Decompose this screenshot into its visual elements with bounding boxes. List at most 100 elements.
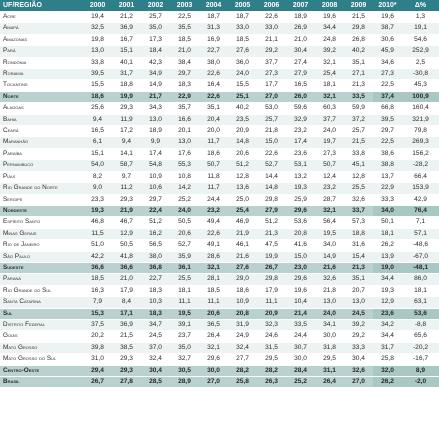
value-cell: 50,7 [315, 159, 344, 172]
delta-cell: 57,1 [402, 228, 439, 241]
value-cell: 16,7 [112, 34, 141, 47]
value-cell: 57,3 [344, 216, 373, 229]
value-cell: 14,9 [141, 79, 170, 92]
header-year: 2006 [257, 0, 286, 12]
value-cell: 20,1 [170, 125, 199, 138]
delta-cell: 54,6 [402, 34, 439, 47]
value-cell: 29,3 [112, 102, 141, 115]
delta-cell: 63,1 [402, 296, 439, 309]
value-cell: 30,0 [199, 365, 228, 378]
row-label: Nordeste [0, 205, 83, 218]
value-cell: 39,1 [170, 319, 199, 332]
value-cell: 18,9 [286, 11, 315, 24]
value-cell: 32,1 [315, 91, 344, 104]
value-cell: 46,7 [112, 216, 141, 229]
value-cell: 60,3 [315, 102, 344, 115]
value-cell: 33,7 [344, 205, 373, 218]
row-label: Alagoas [0, 102, 83, 115]
value-cell: 29,6 [286, 273, 315, 286]
value-cell: 9,4 [112, 136, 141, 149]
value-cell: 36,8 [141, 262, 170, 275]
value-cell: 35,1 [344, 273, 373, 286]
table-row: Paraíba 15,1 14,1 17,4 17,6 18,6 20,6 22,6 23,6 2… [0, 148, 439, 161]
value-cell: 10,9 [228, 296, 257, 309]
value-cell: 19,5 [170, 308, 199, 320]
row-label: Paraíba [0, 148, 83, 161]
value-cell: 12,9 [373, 296, 402, 309]
value-cell: 14,9 [315, 251, 344, 263]
table-row: Pará 13,0 15,1 18,4 21,0 22,7 27,6 29,2 30,4 39,2… [0, 45, 439, 58]
value-cell: 56,4 [315, 216, 344, 229]
value-cell: 31,9 [228, 319, 257, 332]
value-cell: 16,5 [286, 79, 315, 92]
value-cell: 29,4 [83, 365, 112, 378]
value-cell: 18,5 [228, 34, 257, 47]
value-cell: 23,5 [228, 114, 257, 127]
value-cell: 50,5 [112, 239, 141, 252]
table-row: Alagoas 25,6 29,3 34,3 35,7 35,1 40,2 53,0 59,6 6… [0, 102, 439, 115]
value-cell: 33,3 [373, 194, 402, 206]
value-cell: 24,4 [286, 330, 315, 343]
header-year: 2001 [112, 0, 141, 12]
row-label: Pará [0, 45, 83, 58]
row-label: Sudeste [0, 262, 83, 275]
value-cell: 14,1 [112, 148, 141, 161]
value-cell: 26,3 [257, 376, 286, 389]
value-cell: 16,4 [199, 79, 228, 92]
value-cell: 38,7 [373, 22, 402, 35]
value-cell: 30,4 [141, 365, 170, 378]
value-cell: 21,0 [112, 273, 141, 286]
value-cell: 22,9 [373, 182, 402, 195]
value-cell: 36,6 [83, 262, 112, 275]
value-cell: 35,1 [199, 102, 228, 115]
value-cell: 35,9 [170, 251, 199, 263]
value-cell: 54,0 [83, 159, 112, 172]
header-year: 2008 [315, 0, 344, 12]
value-cell: 29,3 [112, 365, 141, 378]
value-cell: 35,1 [344, 57, 373, 70]
row-label: Mato Grosso do Sul [0, 353, 83, 366]
homicide-rate-table: UF/REGIÃO 2000 2001 2002 2003 2004 2005 … [0, 0, 439, 389]
value-cell: 21,0 [170, 45, 199, 58]
value-cell: 30,4 [344, 353, 373, 366]
value-cell: 27,3 [257, 68, 286, 81]
value-cell: 15,1 [83, 148, 112, 161]
value-cell: 40,2 [344, 45, 373, 58]
value-cell: 19,6 [315, 11, 344, 24]
delta-cell: -2,0 [402, 376, 439, 389]
value-cell: 13,0 [315, 296, 344, 309]
value-cell: 28,7 [315, 194, 344, 206]
value-cell: 27,0 [199, 376, 228, 389]
row-label: Rio Grande do Sul [0, 285, 83, 298]
row-label: Espírito Santo [0, 216, 83, 229]
table-row: Rio Grande do Sul 16,3 17,9 18,3 18,1 18,5 18,… [0, 285, 439, 298]
value-cell: 25,4 [228, 205, 257, 218]
value-cell: 27,3 [373, 68, 402, 81]
row-label: Paraná [0, 273, 83, 286]
value-cell: 25,7 [141, 11, 170, 24]
table-row-total: Centro-Oeste 29,4 29,3 30,4 30,5 30,0 28,2 28,2… [0, 365, 439, 378]
value-cell: 10,8 [170, 171, 199, 184]
table-row-total: Sudeste 36,6 36,6 36,8 36,1 32,1 27,6 26,7 23,0 2… [0, 262, 439, 275]
value-cell: 18,1 [315, 79, 344, 92]
value-cell: 18,4 [141, 45, 170, 58]
table-row: Santa Catarina 7,9 8,4 10,3 11,1 11,1 10,9 11,1… [0, 296, 439, 309]
value-cell: 37,7 [257, 57, 286, 70]
delta-cell: 66,4 [402, 171, 439, 184]
value-cell: 46,8 [83, 216, 112, 229]
row-label: Tocantins [0, 79, 83, 92]
header-year: 2007 [286, 0, 315, 12]
table-row: Maranhão 6,1 9,4 9,9 13,0 11,7 14,8 15,0 17,4 19,… [0, 136, 439, 149]
value-cell: 17,6 [170, 148, 199, 161]
value-cell: 28,5 [141, 376, 170, 389]
value-cell: 39,5 [83, 68, 112, 81]
value-cell: 10,9 [141, 171, 170, 184]
value-cell: 19,3 [373, 285, 402, 298]
value-cell: 20,2 [83, 330, 112, 343]
value-cell: 39,2 [315, 45, 344, 58]
value-cell: 50,1 [373, 216, 402, 229]
delta-cell: 79,8 [402, 125, 439, 138]
value-cell: 19,7 [315, 136, 344, 149]
value-cell: 27,9 [257, 205, 286, 218]
value-cell: 31,5 [257, 342, 286, 355]
